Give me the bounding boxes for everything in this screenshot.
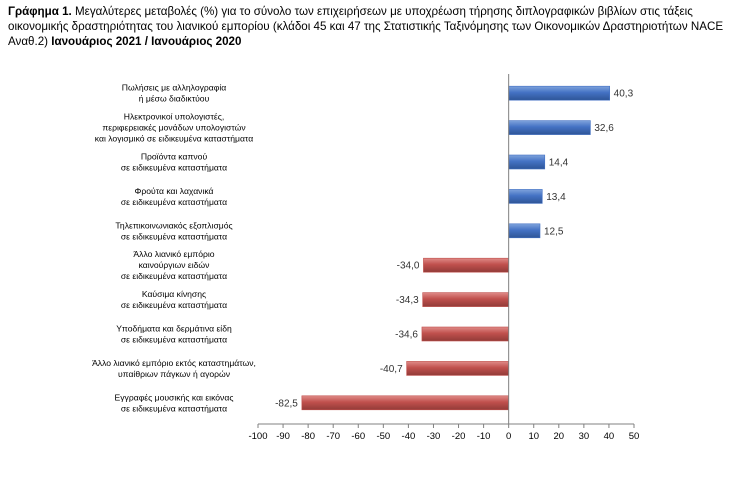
bar-0 xyxy=(508,85,610,101)
value-label-8: -40,7 xyxy=(380,364,403,375)
bar-8 xyxy=(406,361,509,376)
category-label-9: Εγγραφές μουσικής και εικόνας σε ειδικευμ… xyxy=(115,392,234,413)
category-label-8: Άλλο λιανικό εμπόριο εκτός καταστημάτων,… xyxy=(92,358,256,379)
value-label-7: -34,6 xyxy=(395,330,418,341)
bar-2 xyxy=(508,154,546,170)
x-tick-label-2: -80 xyxy=(301,431,315,442)
category-label-3: Φρούτα και λαχανικά σε ειδικευμένα καταστ… xyxy=(121,186,227,207)
category-label-2: Προϊόντα καπνού σε ειδικευμένα καταστήματ… xyxy=(121,152,227,173)
value-label-5: -34,0 xyxy=(397,261,420,272)
bar-9 xyxy=(301,395,509,411)
x-tick-label-14: 40 xyxy=(604,431,615,442)
bar-5 xyxy=(423,257,509,273)
value-label-4: 12,5 xyxy=(544,226,564,237)
value-label-6: -34,3 xyxy=(396,295,419,306)
x-tick-label-9: -10 xyxy=(477,431,491,442)
value-label-9: -82,5 xyxy=(275,398,298,409)
x-tick-label-5: -50 xyxy=(376,431,390,442)
x-tick-label-0: -100 xyxy=(248,431,267,442)
bar-1 xyxy=(508,120,591,135)
x-tick-label-6: -40 xyxy=(402,431,416,442)
chart-title-text: Μεγαλύτερες μεταβολές (%) για το σύνολο … xyxy=(8,5,724,48)
x-tick-label-12: 20 xyxy=(554,431,565,442)
x-tick-label-1: -90 xyxy=(276,431,290,442)
chart-title-period: Ιανουάριος 2021 / Ιανουάριος 2020 xyxy=(51,35,242,48)
bar-4 xyxy=(508,223,541,239)
value-label-1: 32,6 xyxy=(594,123,614,134)
bar-3 xyxy=(508,189,543,204)
x-tick-label-7: -30 xyxy=(427,431,441,442)
chart-title: Γράφημα 1. Μεγαλύτερες μεταβολές (%) για… xyxy=(8,4,730,49)
x-tick-label-4: -60 xyxy=(351,431,365,442)
category-label-0: Πωλήσεις με αλληλογραφία ή μέσω διαδικτύο… xyxy=(122,83,226,104)
category-label-4: Τηλεπικοινωνιακός εξοπλισμός σε ειδικευμέ… xyxy=(115,220,232,241)
bar-6 xyxy=(422,292,509,307)
x-tick-label-8: -20 xyxy=(452,431,466,442)
x-tick-label-13: 30 xyxy=(579,431,590,442)
x-tick-label-10: 0 xyxy=(506,431,511,442)
x-tick-label-15: 50 xyxy=(629,431,640,442)
x-tick-label-3: -70 xyxy=(326,431,340,442)
x-tick-label-11: 10 xyxy=(528,431,539,442)
category-label-5: Άλλο λιανικό εμπόριο καινούργιων ειδών σε … xyxy=(121,249,227,281)
value-label-3: 13,4 xyxy=(546,192,566,203)
category-label-7: Υποδήματα και δερμάτινα είδη σε ειδικευμέ… xyxy=(116,324,232,345)
value-label-0: 40,3 xyxy=(614,89,634,100)
category-label-6: Καύσιμα κίνησης σε ειδικευμένα καταστήματ… xyxy=(121,289,227,310)
value-label-2: 14,4 xyxy=(549,158,569,169)
category-label-1: Ηλεκτρονικοί υπολογιστές, περιφερειακές μ… xyxy=(95,112,253,144)
chart-title-prefix: Γράφημα 1. xyxy=(8,5,72,18)
bar-7 xyxy=(421,326,509,342)
